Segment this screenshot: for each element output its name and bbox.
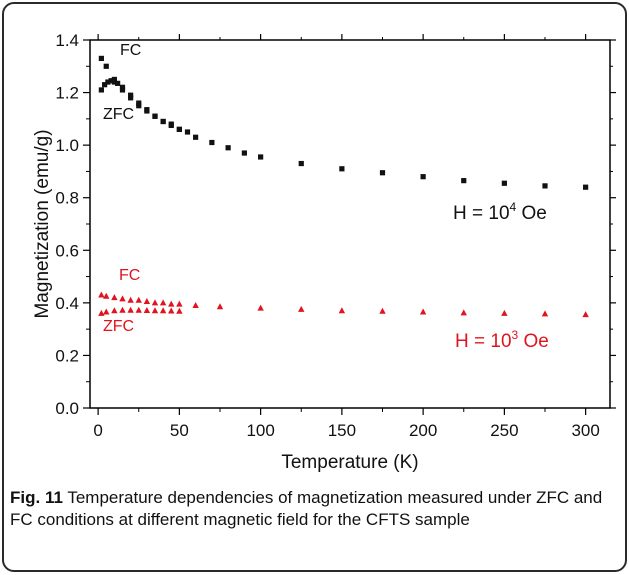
h1e4-zfc-point: [115, 80, 121, 86]
y-tick-label: 0.6: [55, 241, 79, 260]
h1e4-fc-point: [339, 166, 345, 172]
h1e3-fc-point: [159, 299, 167, 306]
x-tick-label: 50: [170, 421, 189, 440]
h1e4-zfc-point: [152, 113, 158, 119]
caption-fig-label: Fig. 11: [10, 488, 63, 507]
magnetization-chart: 0 50 100 150 200 250 300 0.0 0.2 0.4 0.6 0.8 1.0 1.2 1…: [32, 31, 616, 473]
h1e3-zfc-point: [98, 309, 105, 316]
h1e3-fc-point: [111, 294, 118, 301]
h1e4-zfc-point: [102, 82, 108, 88]
h1e4-zfc-point: [111, 79, 117, 85]
x-tick-label: 250: [490, 421, 518, 440]
y-tick-label: 1.4: [55, 31, 79, 50]
h1e3-fc-point: [582, 311, 589, 318]
h1e3-zfc-point: [143, 306, 151, 313]
h1e4-fc-point: [298, 160, 304, 167]
h1e3-zfc-point: [111, 307, 118, 314]
h1e4-zfc-point: [128, 92, 134, 98]
y-tick-label: 1.0: [55, 136, 79, 155]
h1e3-fc-point: [419, 308, 427, 315]
h1e4-fc-point: [136, 103, 142, 109]
h1e3-zfc-point: [159, 307, 167, 314]
h1e3-fc-point: [176, 300, 183, 307]
y-tick-label: 0.0: [55, 399, 79, 418]
h1e3-zfc-point: [127, 306, 134, 313]
h1e4-zfc-point: [176, 126, 182, 132]
h1e3-zfc-point: [168, 307, 175, 314]
h1e4-zfc-point: [160, 118, 166, 125]
h1e3-fc-point: [98, 291, 105, 298]
h1e3-zfc-point: [119, 306, 126, 313]
h1e4-fc-point: [258, 154, 264, 160]
x-tick-label: 200: [409, 421, 437, 440]
y-tick-label: 0.4: [55, 294, 79, 313]
h1e4-fc-point: [111, 76, 117, 83]
h1e4-fc-point: [184, 129, 191, 135]
h1e4-fc-point: [420, 174, 426, 180]
caption-text: Temperature dependencies of magnetizatio…: [10, 488, 603, 529]
h1e3-fc-point: [143, 298, 151, 305]
h1e4-fc-point: [98, 55, 104, 61]
h1e4-fc-point: [193, 134, 199, 140]
h1e4-fc-label: FC: [120, 42, 141, 59]
h1e3-zfc-point: [151, 307, 159, 314]
h1e4-zfc-point: [108, 78, 114, 84]
h1e3-fc-point: [460, 309, 467, 316]
h1e4-fc-point: [209, 139, 215, 146]
h1e3-zfc-label: ZFC: [103, 318, 134, 335]
h1e3-fc-point: [379, 307, 386, 314]
h1e3-fc-point: [541, 310, 549, 317]
h1e4-fc-point: [128, 95, 134, 101]
h1e3-fc-point: [501, 309, 508, 316]
h1e4-fc-point: [225, 145, 231, 151]
h1e3-zfc-point: [103, 308, 110, 315]
h1e3-fc-label: FC: [119, 267, 140, 284]
h1e3-fc-point: [151, 299, 159, 306]
y-axis-label: Magnetization (emu/g): [32, 129, 53, 318]
x-tick-label: 300: [571, 421, 599, 440]
h1e3-fc-point: [338, 307, 346, 314]
h1e4-fc-point: [119, 87, 126, 93]
h1e4-zfc-point: [98, 87, 104, 93]
h1e3-fc-point: [135, 296, 142, 303]
y-tick-label: 0.8: [55, 189, 79, 208]
h1e3-fc-point: [298, 305, 305, 312]
figure-caption: Fig. 11 Temperature dependencies of magn…: [10, 487, 615, 531]
h1e4-fc-point: [103, 63, 109, 69]
h1e3-fc-point: [216, 303, 224, 310]
h1e3-fc-point: [103, 292, 110, 299]
h1e4-zfc-point: [136, 100, 142, 106]
y-tick-label: 0.2: [55, 346, 79, 365]
h1e3-zfc-point: [176, 307, 183, 314]
h1e4-zfc-point: [168, 122, 174, 129]
h1e4-fc-point: [379, 170, 386, 176]
h1e3-fc-point: [257, 304, 264, 311]
h1e3-fc-point: [192, 301, 199, 308]
x-axis-label: Temperature (K): [281, 452, 418, 473]
h1e4-zfc-point: [144, 107, 150, 113]
h1e4-zfc-label: ZFC: [103, 106, 134, 123]
h1e4-fc-point: [461, 178, 467, 184]
x-tick-label: 150: [328, 421, 356, 440]
h1e4-zfc-point: [119, 84, 126, 90]
h1e4-fc-point: [241, 150, 247, 156]
h1e4-fc-point: [542, 183, 548, 189]
field-label-1e3: H = 103 Oe: [455, 328, 549, 352]
h1e3-fc-point: [168, 300, 175, 307]
h1e4-fc-point: [501, 180, 507, 186]
h1e4-zfc-point: [105, 79, 111, 85]
y-tick-label: 1.2: [55, 84, 79, 103]
x-tick-label: 0: [93, 421, 102, 440]
h1e3-fc-point: [119, 295, 126, 302]
x-tick-label: 100: [246, 421, 274, 440]
plot-area-border: [89, 39, 611, 409]
h1e3-fc-point: [127, 296, 134, 303]
field-label-1e4: H = 104 Oe: [453, 200, 547, 224]
h1e3-zfc-point: [135, 306, 142, 313]
h1e4-fc-point: [583, 184, 589, 190]
